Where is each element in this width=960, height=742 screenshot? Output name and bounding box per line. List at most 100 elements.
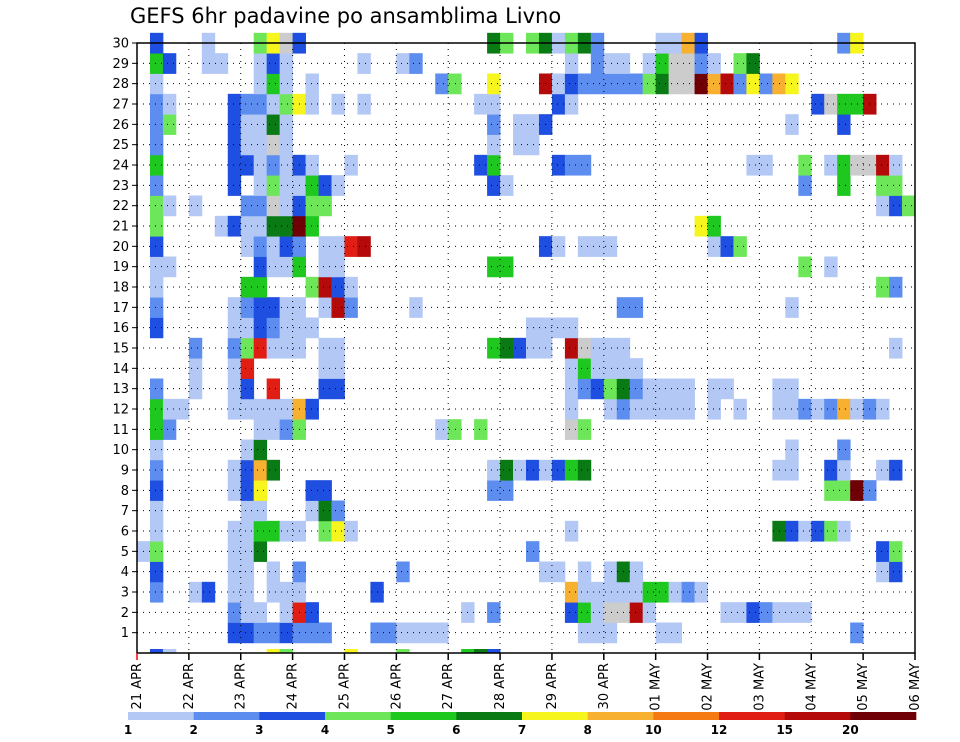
heatmap-cell bbox=[331, 337, 345, 359]
heatmap-cell bbox=[188, 195, 203, 217]
heatmap-cell bbox=[850, 622, 864, 644]
heatmap-cell bbox=[564, 520, 579, 542]
colorbar-label: 2 bbox=[189, 723, 197, 737]
heatmap-cell bbox=[889, 276, 903, 298]
colorbar-swatch bbox=[653, 712, 720, 720]
heatmap-cell bbox=[318, 256, 332, 278]
y-tick-label: 17 bbox=[112, 301, 129, 316]
x-tick-label: 06 MAY bbox=[908, 663, 923, 711]
heatmap-cell bbox=[266, 175, 281, 196]
heatmap-cell bbox=[629, 358, 644, 379]
heatmap-cell bbox=[409, 297, 423, 318]
heatmap-cell bbox=[266, 154, 281, 176]
y-tick-label: 30 bbox=[112, 37, 129, 52]
heatmap-cell bbox=[642, 378, 657, 400]
heatmap-cell bbox=[266, 520, 281, 542]
heatmap-cell bbox=[227, 114, 242, 135]
heatmap-cell bbox=[318, 358, 332, 379]
heatmap-cell bbox=[253, 53, 268, 74]
heatmap-cell bbox=[266, 459, 281, 481]
heatmap-cell bbox=[279, 602, 293, 623]
heatmap-cell bbox=[655, 53, 670, 74]
heatmap-cell bbox=[227, 317, 242, 339]
heatmap-cell bbox=[344, 276, 358, 298]
colorbar-label: 5 bbox=[386, 723, 394, 737]
colorbar-label: 7 bbox=[518, 723, 526, 737]
heatmap-cell bbox=[876, 175, 890, 196]
heatmap-cell bbox=[603, 73, 618, 95]
y-tick-label: 28 bbox=[112, 77, 129, 92]
heatmap-cell bbox=[889, 459, 903, 481]
chart-title: GEFS 6hr padavine po ansamblima Livno bbox=[130, 4, 562, 28]
heatmap-cell bbox=[785, 378, 799, 400]
heatmap-cell bbox=[811, 520, 825, 542]
heatmap-cell bbox=[279, 195, 293, 217]
heatmap-cell bbox=[266, 236, 281, 257]
heatmap-cell bbox=[655, 398, 670, 420]
heatmap-cell bbox=[344, 520, 358, 542]
heatmap-cell bbox=[461, 649, 475, 654]
x-tick-label: 21 APR bbox=[130, 663, 145, 709]
heatmap-cell bbox=[642, 53, 657, 74]
heatmap-cell bbox=[253, 175, 268, 196]
heatmap-cell bbox=[253, 154, 268, 176]
grid-lines bbox=[137, 42, 915, 653]
heatmap-cell bbox=[746, 154, 760, 176]
heatmap-cell bbox=[487, 154, 501, 176]
heatmap-cell bbox=[474, 93, 488, 115]
heatmap-cell bbox=[487, 114, 501, 135]
heatmap-cell bbox=[162, 93, 177, 115]
heatmap-cell bbox=[266, 317, 281, 339]
heatmap-cell bbox=[240, 561, 255, 583]
heatmap-cell bbox=[240, 134, 255, 156]
heatmap-cell bbox=[318, 378, 332, 400]
heatmap-cell bbox=[837, 114, 851, 135]
heatmap-cell bbox=[564, 602, 579, 623]
heatmap-cell bbox=[655, 73, 670, 95]
heatmap-cell bbox=[162, 256, 177, 278]
heatmap-cell bbox=[798, 154, 812, 176]
heatmap-cell bbox=[149, 500, 164, 522]
colorbar-swatch bbox=[259, 712, 326, 720]
heatmap-cell bbox=[577, 236, 592, 257]
heatmap-cell bbox=[474, 649, 488, 654]
heatmap-cell bbox=[500, 175, 514, 196]
heatmap-cell bbox=[824, 520, 838, 542]
heatmap-cell bbox=[305, 93, 319, 115]
heatmap-cell bbox=[435, 622, 449, 644]
heatmap-cell bbox=[629, 378, 644, 400]
heatmap-cell bbox=[889, 541, 903, 562]
heatmap-cell bbox=[824, 154, 838, 176]
heatmap-cell bbox=[331, 500, 345, 522]
heatmap-cell bbox=[188, 337, 203, 359]
heatmap-cell bbox=[785, 114, 799, 135]
heatmap-cell bbox=[240, 398, 255, 420]
heatmap-cell bbox=[149, 541, 164, 562]
heatmap-cell bbox=[526, 541, 540, 562]
y-tick-label: 16 bbox=[112, 321, 129, 336]
heatmap-cell bbox=[201, 581, 216, 603]
heatmap-cell bbox=[149, 256, 164, 278]
heatmap-cell bbox=[733, 236, 747, 257]
heatmap-cell bbox=[668, 73, 682, 95]
heatmap-cell bbox=[487, 256, 501, 278]
heatmap-cell bbox=[344, 649, 358, 654]
heatmap-cell bbox=[629, 73, 644, 95]
y-tick-label: 23 bbox=[112, 179, 129, 194]
y-tick-label: 11 bbox=[112, 423, 129, 438]
y-tick-label: 24 bbox=[112, 159, 129, 174]
heatmap-cell bbox=[603, 358, 618, 379]
heatmap-cell bbox=[837, 154, 851, 176]
colorbar-swatch bbox=[719, 712, 785, 720]
heatmap-cell bbox=[162, 398, 177, 420]
heatmap-cell bbox=[305, 500, 319, 522]
x-tick-label: 25 APR bbox=[337, 663, 352, 709]
heatmap-cell bbox=[240, 581, 255, 603]
heatmap-cell bbox=[396, 622, 410, 644]
heatmap-cell bbox=[448, 73, 462, 95]
heatmap-cell bbox=[837, 459, 851, 481]
heatmap-cell bbox=[279, 236, 293, 257]
heatmap-cell bbox=[655, 581, 670, 603]
heatmap-cell bbox=[487, 459, 501, 481]
heatmap-cell bbox=[603, 236, 618, 257]
